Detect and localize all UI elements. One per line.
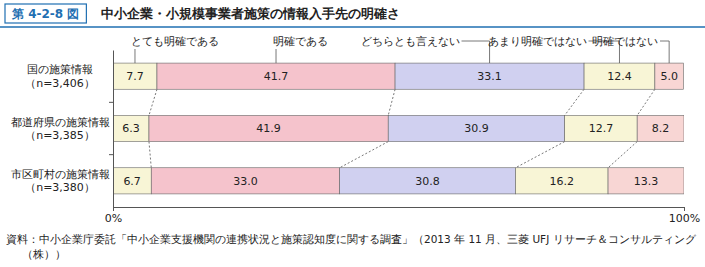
legend-leader bbox=[134, 49, 135, 63]
bar-segment bbox=[340, 168, 516, 194]
y-tick-label: 国の施策情報（n=3,406） bbox=[25, 63, 95, 89]
legend-label: どちらとも言えない bbox=[361, 35, 460, 48]
x-tick: 100% bbox=[669, 207, 700, 225]
y-axis: 国の施策情報（n=3,406） 都道府県の施策情報（n=3,385） 市区町村の施策… bbox=[11, 51, 114, 208]
bar-segment bbox=[151, 168, 339, 194]
data-label: 12.7 bbox=[589, 122, 614, 135]
y-tick: 国の施策情報（n=3,406） bbox=[25, 63, 113, 89]
legend-label: 明確である bbox=[273, 35, 328, 48]
y-tick-label: 都道府県の施策情報（n=3,385） bbox=[11, 116, 110, 142]
legend: とても明確である 明確である どちらとも言えない あまり明確ではない明確ではない bbox=[131, 35, 669, 63]
data-label: 30.8 bbox=[415, 175, 440, 188]
chart-container: 第 4-2-8 図 中小企業・小規模事業者施策の情報入手先の明確さ 7.7 6.3 6.… bbox=[0, 0, 705, 267]
data-label: 6.7 bbox=[123, 175, 141, 188]
category-separator bbox=[109, 102, 113, 103]
source-note-line: （株）） bbox=[22, 248, 66, 260]
category-separator bbox=[109, 154, 113, 155]
data-label: 5.0 bbox=[660, 70, 678, 83]
data-label: 16.2 bbox=[550, 175, 575, 188]
title-rule bbox=[0, 26, 705, 28]
data-label: 8.2 bbox=[652, 122, 670, 135]
x-tick-label: 100% bbox=[669, 212, 700, 225]
data-label: 13.3 bbox=[634, 175, 659, 188]
connector-line bbox=[608, 142, 637, 168]
data-label: 41.7 bbox=[264, 70, 289, 83]
y-tick-label-line: （n=3,380） bbox=[25, 181, 95, 194]
y-tick-label: 市区町村の施策情報（n=3,380） bbox=[11, 168, 110, 194]
data-label: 33.0 bbox=[233, 175, 258, 188]
y-tick-label-line: 国の施策情報 bbox=[27, 63, 93, 76]
x-tick-mark bbox=[113, 207, 114, 211]
figure-label-box bbox=[5, 4, 86, 23]
connector-line bbox=[388, 89, 395, 115]
data-label: 6.3 bbox=[122, 122, 140, 135]
bar-segment bbox=[388, 115, 564, 141]
y-tick-label-line: 都道府県の施策情報 bbox=[11, 116, 110, 129]
bar-segment bbox=[113, 115, 149, 141]
legend-label: 明確ではない bbox=[592, 35, 658, 48]
y-tick-label-line: （n=3,406） bbox=[25, 77, 95, 90]
x-axis-line bbox=[114, 207, 685, 208]
y-tick-label-line: 市区町村の施策情報 bbox=[11, 168, 110, 181]
title-bar: 第 4-2-8 図 中小企業・小規模事業者施策の情報入手先の明確さ bbox=[0, 4, 705, 27]
y-tick-label-line: （n=3,385） bbox=[25, 129, 95, 142]
bar-segment bbox=[584, 63, 655, 89]
data-label: 7.7 bbox=[126, 70, 144, 83]
source-note-line: 資料：中小企業庁委託「中小企業支援機関の連携状況と施策認知度に関する調査」（20… bbox=[6, 233, 697, 246]
legend-leader bbox=[660, 41, 669, 63]
legend-leader bbox=[462, 41, 490, 63]
x-tick: 0% bbox=[105, 207, 122, 225]
bar-segment bbox=[608, 168, 684, 194]
source-note: 資料：中小企業庁委託「中小企業支援機関の連携状況と施策認知度に関する調査」（20… bbox=[6, 233, 697, 260]
data-label: 12.4 bbox=[607, 70, 632, 83]
series-group bbox=[608, 63, 684, 194]
connector-lines bbox=[149, 89, 655, 168]
connector-line bbox=[149, 142, 151, 168]
connector-line bbox=[149, 89, 157, 115]
bar-segment bbox=[149, 115, 388, 141]
chart-title: 中小企業・小規模事業者施策の情報入手先の明確さ bbox=[101, 6, 400, 21]
x-axis: 0% 100% bbox=[105, 207, 700, 225]
data-labels: 7.7 6.3 6.7 41.7 41.9 33.0 33.1 30.9 30.8 12.4 12.… bbox=[122, 70, 678, 188]
x-tick-mark bbox=[684, 207, 685, 211]
bar-segment bbox=[637, 115, 684, 141]
legend-label: あまり明確ではない bbox=[488, 35, 587, 48]
data-label: 30.9 bbox=[464, 122, 489, 135]
data-label: 33.1 bbox=[477, 70, 502, 83]
data-label: 41.9 bbox=[256, 122, 281, 135]
connector-line bbox=[637, 89, 655, 115]
legend-label: とても明確である bbox=[131, 35, 219, 48]
bar-segment bbox=[113, 168, 151, 194]
x-tick-label: 0% bbox=[105, 212, 122, 225]
bar-segment bbox=[395, 63, 584, 89]
bar-segment bbox=[157, 63, 395, 89]
figure-label: 第 4-2-8 図 bbox=[11, 7, 79, 21]
y-tick: 都道府県の施策情報（n=3,385） bbox=[11, 116, 114, 142]
bar-segment bbox=[565, 115, 638, 141]
chart-svg: 第 4-2-8 図 中小企業・小規模事業者施策の情報入手先の明確さ 7.7 6.3 6.… bbox=[0, 0, 705, 267]
bar-segment bbox=[655, 63, 684, 89]
connector-line bbox=[340, 142, 389, 168]
bar-segment bbox=[113, 63, 157, 89]
y-axis-line bbox=[113, 51, 114, 208]
bar-segment bbox=[516, 168, 609, 194]
legend-leader bbox=[276, 49, 277, 63]
connector-line bbox=[565, 89, 584, 115]
connector-line bbox=[516, 142, 565, 168]
y-tick: 市区町村の施策情報（n=3,380） bbox=[11, 168, 114, 194]
bars bbox=[113, 63, 684, 194]
